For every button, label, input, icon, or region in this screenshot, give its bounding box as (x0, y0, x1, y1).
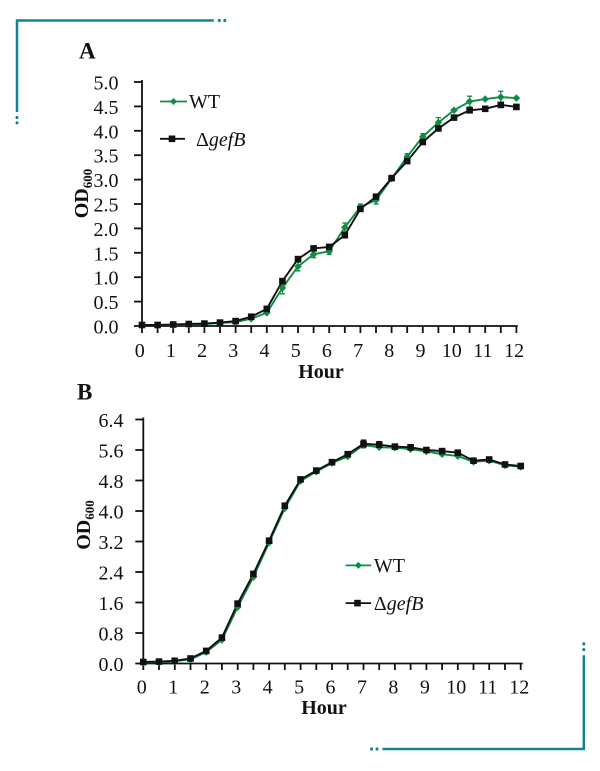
svg-text:5: 5 (291, 340, 301, 362)
svg-text:2: 2 (197, 340, 207, 362)
svg-text:5.0: 5.0 (94, 73, 119, 95)
svg-text:WT: WT (374, 555, 405, 577)
svg-text:11: 11 (473, 340, 492, 362)
svg-text:1.6: 1.6 (99, 593, 124, 615)
svg-text:4.0: 4.0 (94, 121, 119, 143)
svg-text:3.2: 3.2 (99, 532, 124, 554)
svg-text:4.5: 4.5 (94, 97, 119, 119)
svg-text:6: 6 (322, 340, 332, 362)
svg-text:1: 1 (166, 340, 176, 362)
svg-text:10: 10 (446, 677, 466, 699)
svg-text:5.6: 5.6 (99, 441, 124, 463)
svg-text:6.4: 6.4 (99, 410, 124, 432)
svg-text:6: 6 (326, 677, 336, 699)
svg-text:1.5: 1.5 (94, 243, 119, 265)
svg-text:2.4: 2.4 (99, 563, 124, 585)
svg-text:7: 7 (353, 340, 363, 362)
svg-text:9: 9 (420, 677, 430, 699)
svg-text:Hour: Hour (298, 361, 344, 383)
svg-text:4: 4 (263, 677, 273, 699)
svg-text:12: 12 (504, 340, 524, 362)
svg-text:B: B (77, 380, 92, 405)
svg-text:1: 1 (168, 677, 178, 699)
svg-text:0.8: 0.8 (99, 624, 124, 646)
svg-text:4.8: 4.8 (99, 471, 124, 493)
svg-text:2.5: 2.5 (94, 195, 119, 217)
svg-text:3.5: 3.5 (94, 146, 119, 168)
svg-text:2: 2 (200, 677, 210, 699)
svg-text:10: 10 (442, 340, 462, 362)
svg-text:9: 9 (416, 340, 426, 362)
svg-text:Hour: Hour (301, 697, 347, 719)
svg-text:7: 7 (357, 677, 367, 699)
svg-text:ΔgefB: ΔgefB (374, 593, 424, 615)
svg-text:1.0: 1.0 (94, 268, 119, 290)
svg-text:8: 8 (384, 340, 394, 362)
svg-text:2.0: 2.0 (94, 219, 119, 241)
svg-text:WT: WT (189, 91, 220, 113)
svg-text:3: 3 (228, 340, 238, 362)
svg-text:ΔgefB: ΔgefB (196, 129, 246, 151)
svg-text:8: 8 (388, 677, 398, 699)
svg-text:0.0: 0.0 (94, 317, 119, 339)
svg-text:12: 12 (509, 677, 529, 699)
svg-text:3.0: 3.0 (94, 170, 119, 192)
svg-text:0.0: 0.0 (99, 654, 124, 676)
svg-text:0: 0 (137, 677, 147, 699)
svg-text:0: 0 (135, 340, 145, 362)
svg-text:5: 5 (294, 677, 304, 699)
svg-text:11: 11 (478, 677, 497, 699)
svg-text:4.0: 4.0 (99, 502, 124, 524)
svg-text:4: 4 (260, 340, 270, 362)
svg-text:A: A (79, 39, 96, 64)
svg-text:0.5: 0.5 (94, 292, 119, 314)
svg-text:3: 3 (231, 677, 241, 699)
